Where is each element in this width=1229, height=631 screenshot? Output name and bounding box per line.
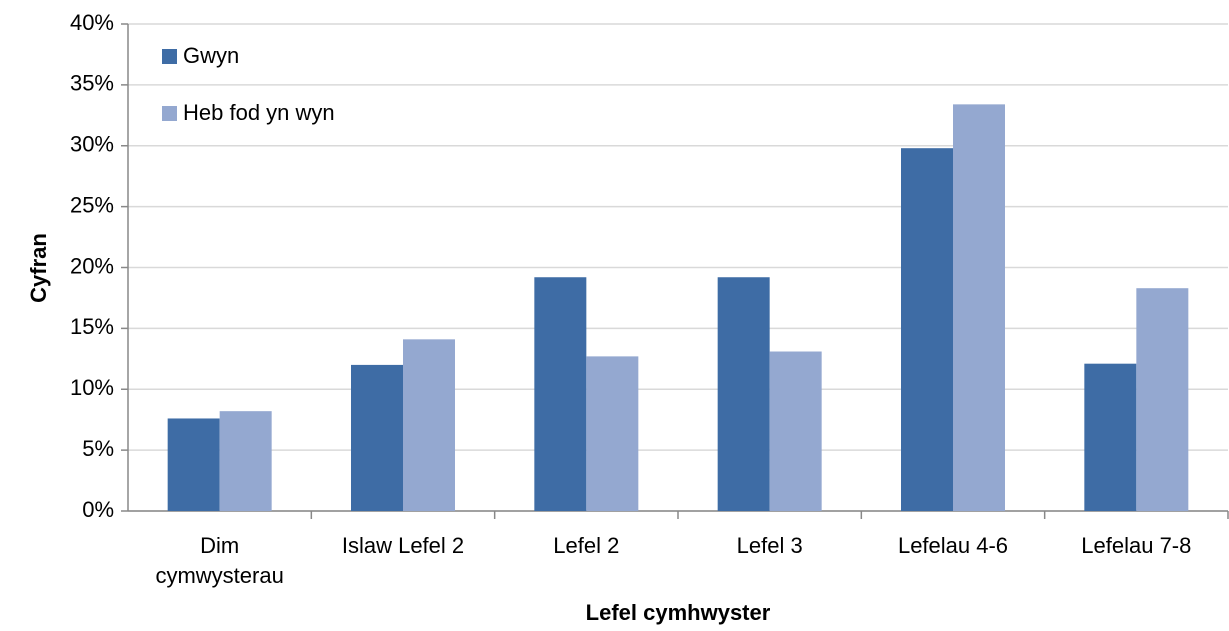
y-axis-label: Cyfran: [26, 233, 51, 303]
y-tick-label: 10%: [70, 375, 114, 400]
bar: [219, 411, 272, 511]
y-tick-label: 5%: [82, 436, 114, 461]
legend-swatch: [162, 106, 177, 121]
y-tick-label: 35%: [70, 71, 114, 96]
y-tick-label: 30%: [70, 132, 114, 157]
y-tick-label: 15%: [70, 314, 114, 339]
x-tick-label: Lefelau 7-8: [1081, 533, 1192, 558]
bar: [351, 364, 403, 511]
legend-label: Gwyn: [183, 43, 239, 68]
y-tick-label: 0%: [82, 497, 114, 522]
bar: [403, 339, 455, 511]
x-tick-label: Islaw Lefel 2: [341, 533, 465, 558]
y-tick-label: 40%: [70, 10, 114, 35]
x-tick-label: Lefel 2: [553, 533, 620, 558]
x-tick-label: Lefelau 4-6: [897, 533, 1009, 558]
y-tick-label: 20%: [70, 253, 114, 278]
bar: [1136, 288, 1189, 511]
bar: [1084, 363, 1137, 511]
x-axis-label: Lefel cymhwyster: [586, 600, 771, 625]
bar: [534, 277, 587, 511]
bar: [769, 351, 822, 511]
bar: [586, 356, 639, 511]
bar: [953, 104, 1005, 511]
y-tick-label: 25%: [70, 192, 114, 217]
x-tick-label: Lefel 3: [736, 533, 803, 558]
legend-swatch: [162, 49, 177, 64]
legend-label: Heb fod yn wyn: [183, 100, 335, 125]
bar: [717, 277, 770, 511]
x-tick-label: Dim cymwysterau: [155, 533, 284, 588]
bar: [901, 148, 953, 511]
bar: [167, 418, 220, 511]
